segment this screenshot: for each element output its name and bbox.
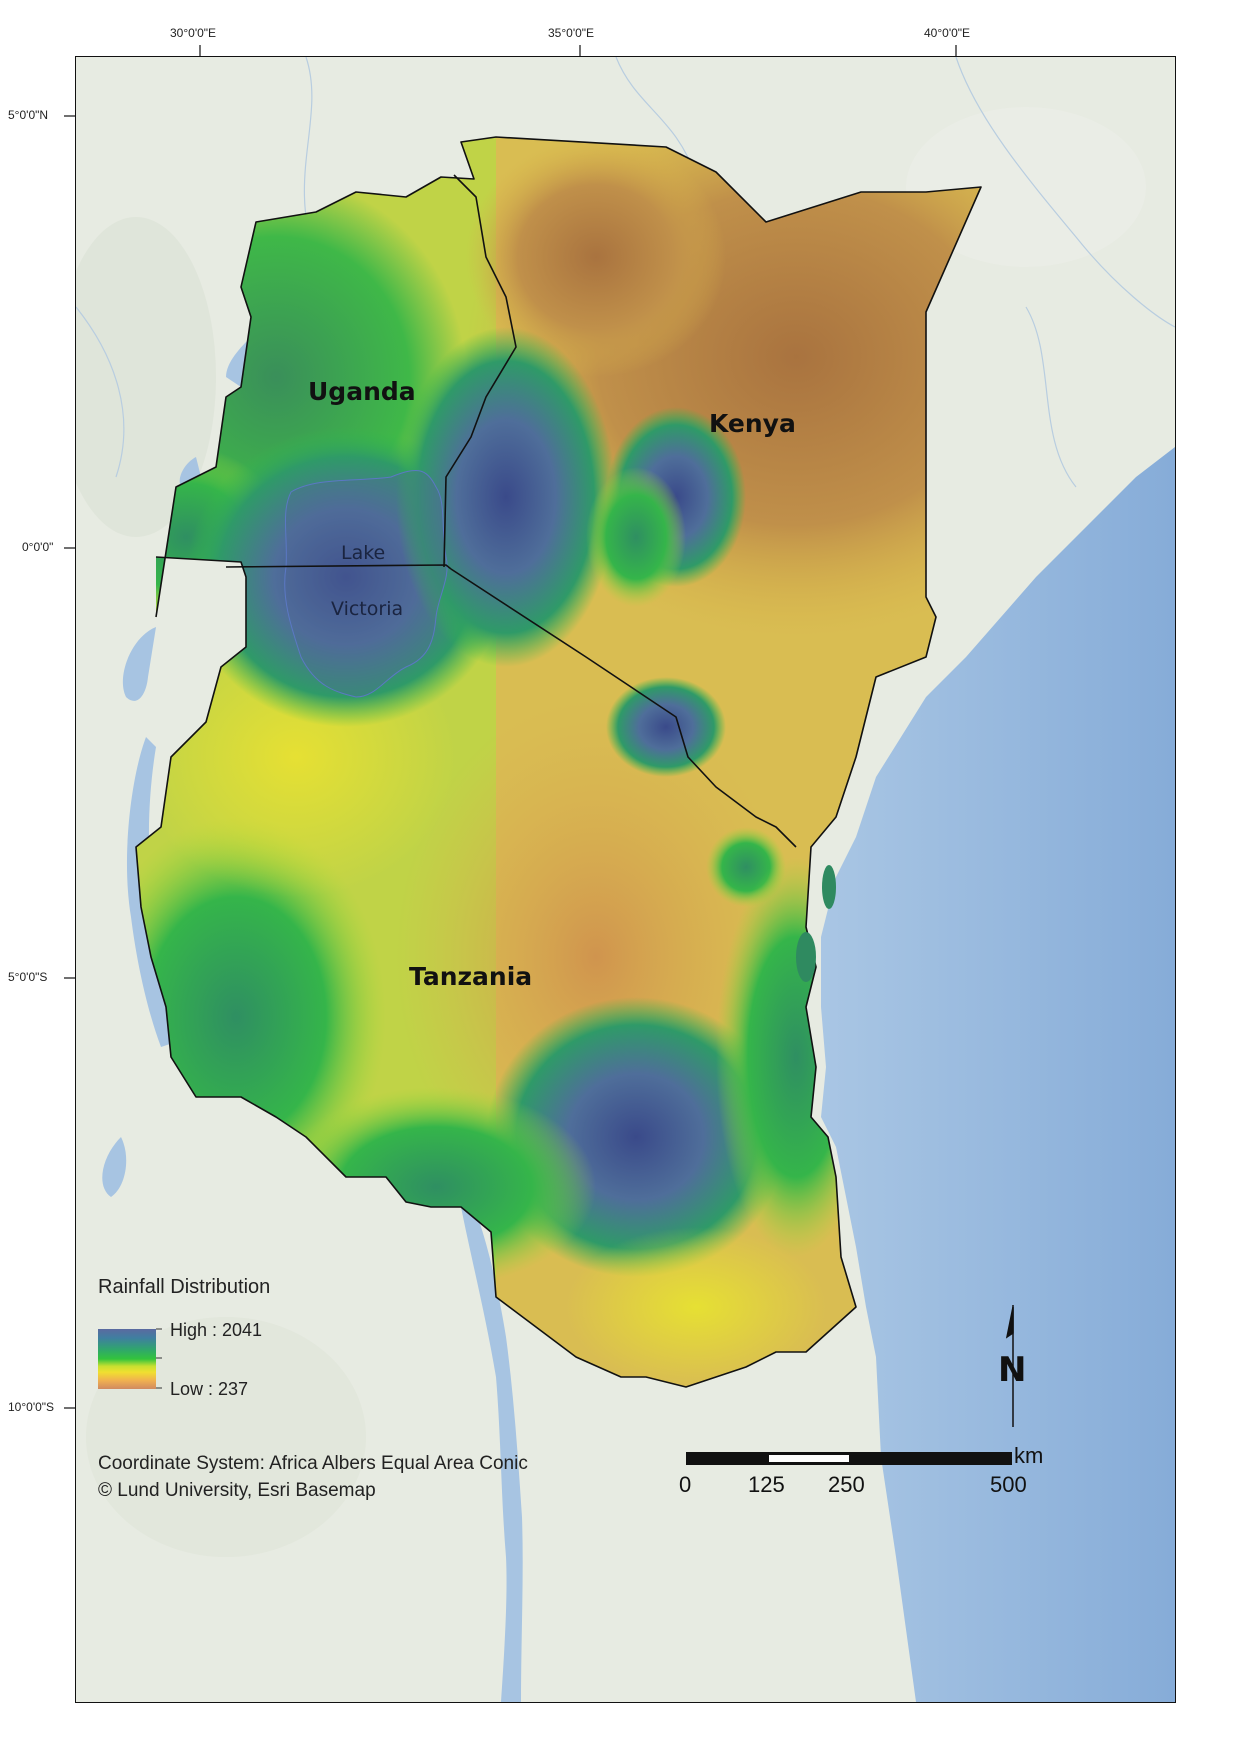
coordinate-system-note: Coordinate System: Africa Albers Equal A…: [98, 1453, 528, 1474]
latitude-label-5s: 5°0'0"S: [8, 970, 48, 984]
north-arrow-icon: [1005, 1305, 1014, 1427]
longitude-label-40e: 40°0'0"E: [924, 26, 971, 40]
latitude-label-0: 0°0'0": [22, 540, 54, 554]
latitude-label-5n: 5°0'0"N: [8, 108, 49, 122]
label-uganda: Uganda: [308, 377, 416, 406]
label-tanzania: Tanzania: [409, 962, 533, 991]
scale-bar: [686, 1452, 1012, 1465]
map-canvas[interactable]: [76, 57, 1175, 1702]
label-kenya: Kenya: [709, 409, 796, 438]
scale-label-125: 125: [748, 1472, 785, 1497]
scale-label-250: 250: [828, 1472, 865, 1497]
longitude-label-30e: 30°0'0"E: [170, 26, 217, 40]
legend-high-label: High : 2041: [170, 1320, 263, 1340]
legend-color-ramp: [98, 1329, 156, 1389]
basemap-relief: [76, 107, 1146, 1557]
longitude-label-35e: 35°0'0"E: [548, 26, 595, 40]
scale-label-500: 500: [990, 1472, 1027, 1497]
indian-ocean: [821, 447, 1175, 1702]
north-label: N: [998, 1350, 1027, 1390]
label-lake-line2: Victoria: [331, 598, 404, 620]
scale-unit: km: [1014, 1443, 1044, 1468]
legend-ticks: [156, 1328, 162, 1389]
legend-title: Rainfall Distribution: [98, 1276, 271, 1298]
label-lake-line1: Lake: [341, 542, 386, 564]
scale-label-0: 0: [679, 1472, 692, 1497]
legend-low-label: Low : 237: [170, 1379, 249, 1399]
map-frame[interactable]: Uganda Kenya Tanzania Lake Victoria Rain…: [75, 56, 1176, 1703]
country-borders: [135, 136, 982, 1388]
latitude-label-10s: 10°0'0"S: [8, 1400, 55, 1414]
copyright-note: © Lund University, Esri Basemap: [98, 1480, 376, 1501]
lake-victoria: [284, 469, 448, 698]
islands: [796, 865, 836, 982]
